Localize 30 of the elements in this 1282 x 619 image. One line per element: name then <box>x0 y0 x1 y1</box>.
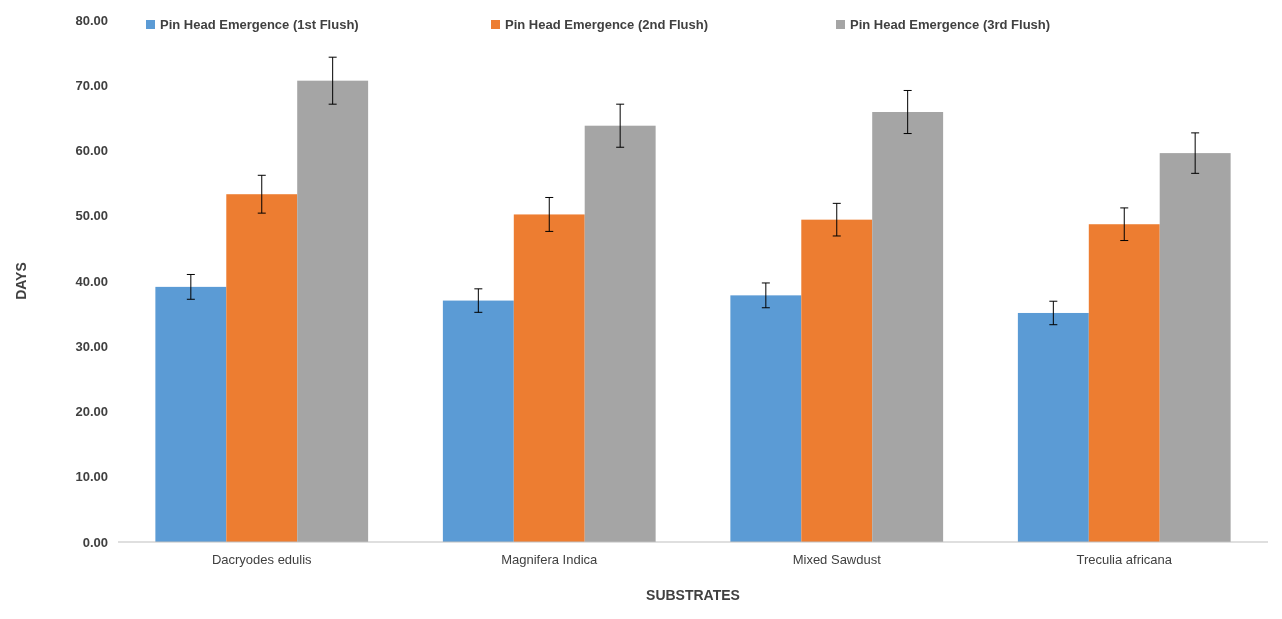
legend-label: Pin Head Emergence (2nd Flush) <box>505 16 708 32</box>
bar <box>513 214 585 542</box>
bar <box>297 80 369 542</box>
y-tick-label: 0.00 <box>82 534 108 550</box>
bar <box>155 286 227 542</box>
y-tick-label: 40.00 <box>75 273 108 289</box>
x-tick-label: Treculia africana <box>1076 552 1173 567</box>
bar <box>226 194 298 542</box>
bar <box>801 219 873 542</box>
bar <box>872 112 944 542</box>
bar <box>1088 224 1160 542</box>
y-tick-label: 80.00 <box>75 12 108 28</box>
bar <box>442 300 514 542</box>
legend-label: Pin Head Emergence (3rd Flush) <box>850 16 1051 32</box>
bar <box>1159 153 1231 542</box>
x-axis-title: SUBSTRATES <box>646 587 740 603</box>
y-tick-label: 70.00 <box>75 77 108 93</box>
x-tick-label: Dacryodes edulis <box>211 552 313 567</box>
legend-label: Pin Head Emergence (1st Flush) <box>160 16 359 32</box>
bar <box>1017 312 1089 542</box>
y-axis-title: DAYS <box>13 262 29 300</box>
bar <box>730 295 802 542</box>
y-tick-label: 50.00 <box>75 208 108 224</box>
y-tick-label: 10.00 <box>75 469 108 485</box>
y-tick-label: 20.00 <box>75 404 108 420</box>
x-tick-label: Mixed Sawdust <box>792 552 882 567</box>
x-tick-label: Magnifera Indica <box>501 552 599 567</box>
y-tick-label: 30.00 <box>75 338 108 354</box>
y-tick-label: 60.00 <box>75 143 108 159</box>
bar <box>584 125 656 542</box>
